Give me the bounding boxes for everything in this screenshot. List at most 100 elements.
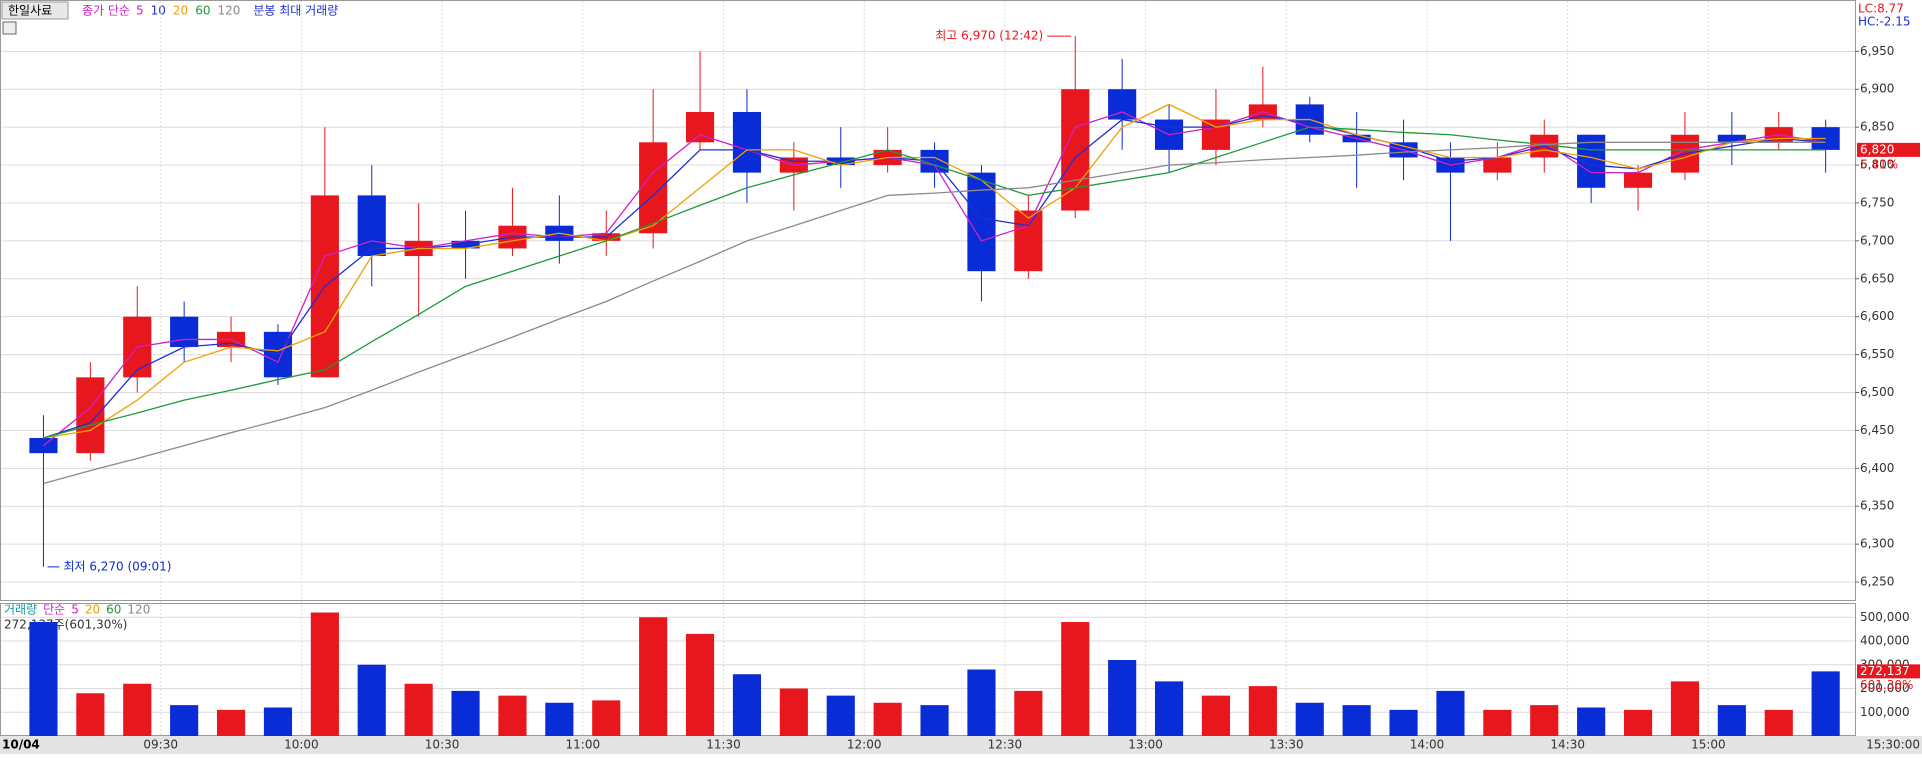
y-tick-label: 6,450 xyxy=(1860,423,1894,437)
hc: HC:-2.15 xyxy=(1858,15,1911,29)
volume-legend: 5 xyxy=(71,603,79,617)
x-tick-label: 09:30 xyxy=(143,738,178,752)
volume-legend: 단순 xyxy=(43,603,65,617)
volume-legend: 120 xyxy=(127,603,150,617)
volume-bar xyxy=(1811,671,1840,736)
volume-bar xyxy=(1201,695,1231,736)
candle-body xyxy=(170,316,199,348)
candle-body xyxy=(1483,157,1512,173)
volume-bar xyxy=(732,674,762,736)
y-tick-label: 6,650 xyxy=(1860,271,1894,285)
volume-bar xyxy=(404,683,433,736)
legend-entry: 60 xyxy=(195,4,210,18)
x-tick-label: 10:00 xyxy=(284,738,319,752)
candle-body xyxy=(1014,210,1043,272)
volume-tick-label: 500,000 xyxy=(1860,610,1910,624)
ma-line xyxy=(43,103,1826,439)
ma-line xyxy=(43,126,1826,439)
x-tick-label: 11:00 xyxy=(566,738,601,752)
y-tick-label: 6,550 xyxy=(1860,347,1894,361)
y-tick-label: 6,850 xyxy=(1860,120,1894,134)
legend-entry: 120 xyxy=(217,4,240,18)
x-tick-label: 12:00 xyxy=(847,738,882,752)
volume-bar xyxy=(873,702,902,736)
volume-bar xyxy=(451,690,480,736)
volume-bar xyxy=(779,688,808,736)
volume-info: 272,137주(601,30%) xyxy=(4,618,127,632)
last-volume: 272,137 xyxy=(1860,664,1910,678)
volume-bar xyxy=(1623,709,1653,736)
legend-entry: 10 xyxy=(151,4,166,18)
volume-bar xyxy=(1717,705,1746,736)
legend-entry: 5 xyxy=(136,4,144,18)
volume-legend: 20 xyxy=(85,603,100,617)
volume-legend: 거래량 xyxy=(4,603,37,617)
candle-body xyxy=(732,111,762,173)
volume-bar xyxy=(1483,709,1512,736)
volume-bar xyxy=(29,622,58,736)
volume-bar xyxy=(310,612,339,736)
legend-entry: 20 xyxy=(173,4,188,18)
y-tick-label: 6,350 xyxy=(1860,499,1894,513)
y-tick-label: 6,700 xyxy=(1860,233,1894,247)
volume-bar xyxy=(498,695,527,736)
table-icon[interactable] xyxy=(2,21,17,35)
stock-box[interactable] xyxy=(1,1,69,20)
end-label: 15:30:00 xyxy=(1866,738,1920,752)
volume-bar xyxy=(216,709,246,736)
last-volume-box xyxy=(1857,664,1920,679)
volume-bar xyxy=(1295,702,1324,736)
volume-bar xyxy=(967,669,996,736)
volume-bar xyxy=(1061,622,1090,736)
x-tick-label: 10:30 xyxy=(425,738,460,752)
volume-bar xyxy=(592,700,621,736)
ma-line xyxy=(43,141,1826,485)
last-price-box xyxy=(1857,142,1920,157)
volume-bar xyxy=(1764,709,1793,736)
volume-bar xyxy=(1108,660,1137,736)
candle-body xyxy=(1623,172,1653,188)
y-tick-label: 6,800 xyxy=(1860,158,1894,172)
volume-bar xyxy=(123,683,152,736)
volume-tick-label: 400,000 xyxy=(1860,634,1910,648)
volume-bar xyxy=(639,617,668,736)
volume-bar xyxy=(357,664,386,736)
ma-line xyxy=(43,115,1826,439)
x-tick-label: 11:30 xyxy=(706,738,741,752)
y-tick-label: 6,950 xyxy=(1860,44,1894,58)
volume-bar xyxy=(1248,686,1277,736)
time-axis xyxy=(0,736,1922,754)
volume-bar xyxy=(1154,681,1184,736)
y-tick-label: 6,500 xyxy=(1860,385,1894,399)
y-tick-label: 6,750 xyxy=(1860,195,1894,209)
volume-bar xyxy=(1342,705,1371,736)
volume-bar xyxy=(1389,709,1418,736)
volume-tick-label: 200,000 xyxy=(1860,681,1910,695)
ma-legend: 종가 단순 xyxy=(82,4,130,18)
lc: LC:8.77 xyxy=(1858,2,1904,16)
volume-bar xyxy=(1670,681,1700,736)
volume-bar xyxy=(1436,690,1465,736)
x-tick-label: 12:30 xyxy=(988,738,1023,752)
volume-ratio: 601.30% xyxy=(1860,678,1913,692)
y-tick-label: 6,600 xyxy=(1860,309,1894,323)
candle-body xyxy=(1717,134,1746,143)
date-label: 10/04 xyxy=(2,738,40,752)
volume-bar xyxy=(826,695,855,736)
volume-bar xyxy=(76,693,105,736)
volume-legend: 60 xyxy=(106,603,121,617)
max-volume-legend: 분봉 최대 거래량 xyxy=(253,4,338,18)
volume-bar xyxy=(685,633,715,736)
price-panel xyxy=(0,0,1856,601)
volume-tick-label: 100,000 xyxy=(1860,705,1910,719)
change: 5.41% xyxy=(1860,157,1898,171)
volume-bar xyxy=(170,705,199,736)
y-tick-label: 6,250 xyxy=(1860,575,1894,589)
y-tick-label: 6,400 xyxy=(1860,461,1894,475)
x-tick-label: 13:30 xyxy=(1269,738,1304,752)
x-tick-label: 14:00 xyxy=(1410,738,1445,752)
last-price: 6,820 xyxy=(1860,142,1894,156)
volume-bar xyxy=(1530,705,1559,736)
annotation: 최고 6,970 (12:42) xyxy=(935,29,1043,43)
